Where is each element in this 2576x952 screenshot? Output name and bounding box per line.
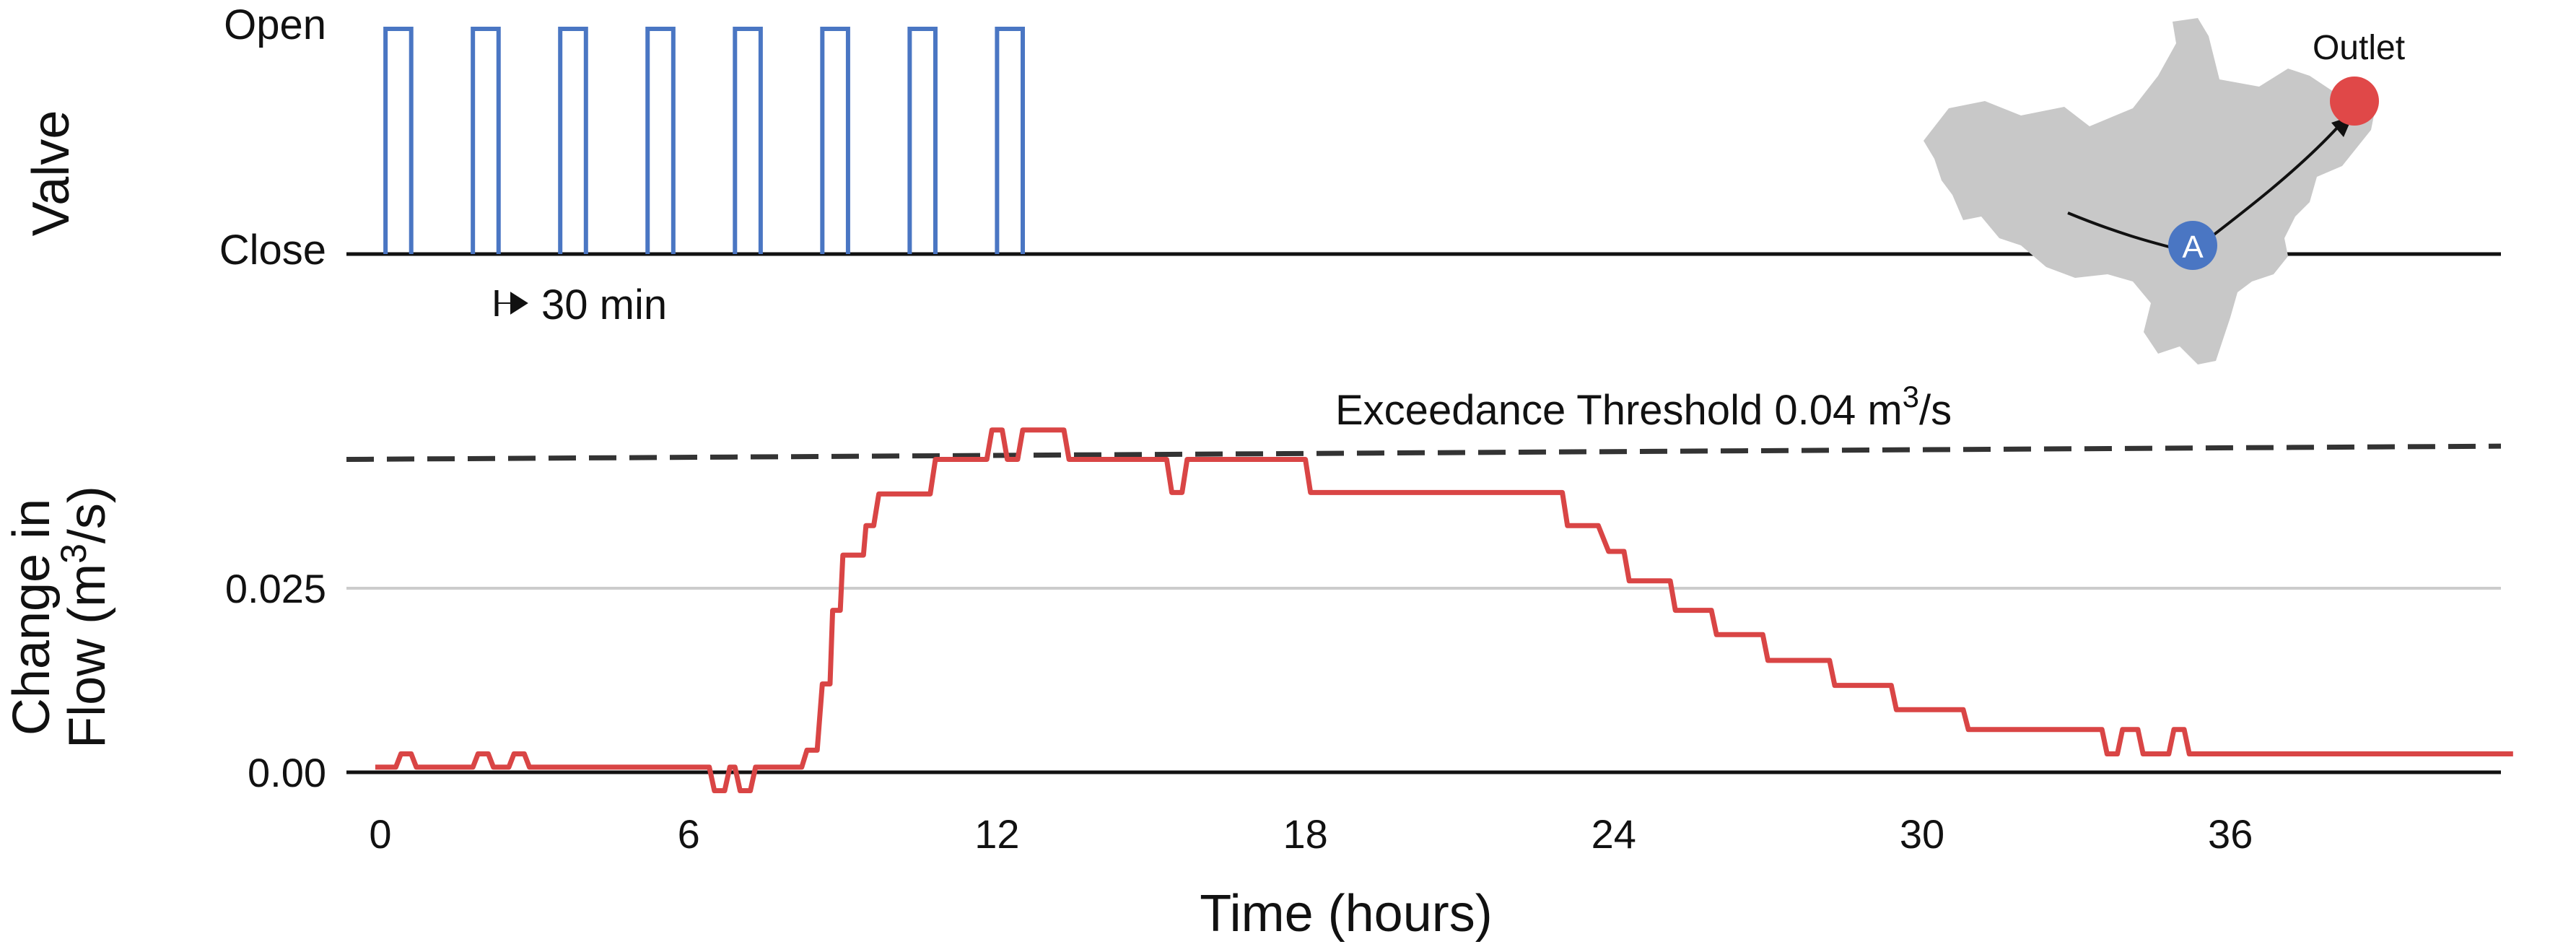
pulse-duration-label: 30 min [541, 281, 667, 328]
x-axis-label: Time (hours) [1200, 885, 1492, 943]
threshold-label: Exceedance Threshold 0.04 m3/s [1335, 380, 1952, 434]
valve-pulse-4 [645, 27, 676, 254]
flow-panel: Change in Flow (m3/s) 0.000.025 0 6 12 18 24… [3, 380, 2513, 943]
valve-pulse-6 [820, 27, 850, 254]
x-tick-label-1: 6 [678, 811, 700, 857]
valve-pulse-8 [995, 27, 1025, 254]
x-tick-label-6: 36 [2208, 811, 2253, 857]
x-tick-label-5: 30 [1900, 811, 1944, 857]
y-tick-label-0: 0.00 [248, 750, 326, 795]
flow-axis-label-line2: Flow (m3/s) [53, 486, 116, 748]
valve-pulse-7 [907, 27, 938, 254]
outlet-label: Outlet [2313, 29, 2405, 67]
pulse-duration-marker: 30 min [494, 281, 667, 328]
valve-pulse-1 [383, 27, 414, 254]
flow-series-line-1 [375, 427, 2513, 793]
valve-pulse-2 [471, 27, 501, 254]
x-tick-label-4: 24 [1592, 811, 1636, 857]
map-inset: Outlet A [1924, 18, 2405, 364]
flow-axis-label-suffix: /s) [58, 486, 116, 543]
outlet-marker [2330, 77, 2379, 126]
x-tick-label-2: 12 [974, 811, 1019, 857]
flow-axis-label-sup: 3 [53, 543, 94, 564]
flow-axis-label-prefix: Flow (m [58, 564, 116, 748]
threshold-label-prefix: Exceedance Threshold 0.04 m [1335, 387, 1903, 434]
threshold-label-suffix: /s [1919, 387, 1952, 434]
valve-pulse-3 [558, 27, 588, 254]
flow-axis-label-line1: Change in [3, 499, 61, 735]
exceedance-threshold-line [346, 443, 2502, 462]
y-tick-labels: 0.00 0.025 [225, 566, 326, 795]
flow-series [375, 427, 2513, 793]
valve-pulse-5 [733, 27, 763, 254]
valve-axis-label: Valve [22, 110, 80, 237]
valve-open-label: Open [224, 1, 326, 48]
site-a-marker [2168, 221, 2217, 270]
threshold-label-sup: 3 [1903, 380, 1919, 414]
x-tick-label-3: 18 [1283, 811, 1327, 857]
watershed-map-shape [1924, 18, 2375, 364]
valve-pulses [383, 27, 1025, 254]
valve-close-label: Close [219, 227, 326, 274]
y-tick-label-1: 0.025 [225, 566, 326, 611]
site-a-label: A [2182, 230, 2204, 265]
x-tick-labels: 0 6 12 18 24 30 36 [369, 811, 2253, 857]
x-tick-label-0: 0 [369, 811, 391, 857]
pulse-marker-arrow-icon [498, 292, 528, 315]
